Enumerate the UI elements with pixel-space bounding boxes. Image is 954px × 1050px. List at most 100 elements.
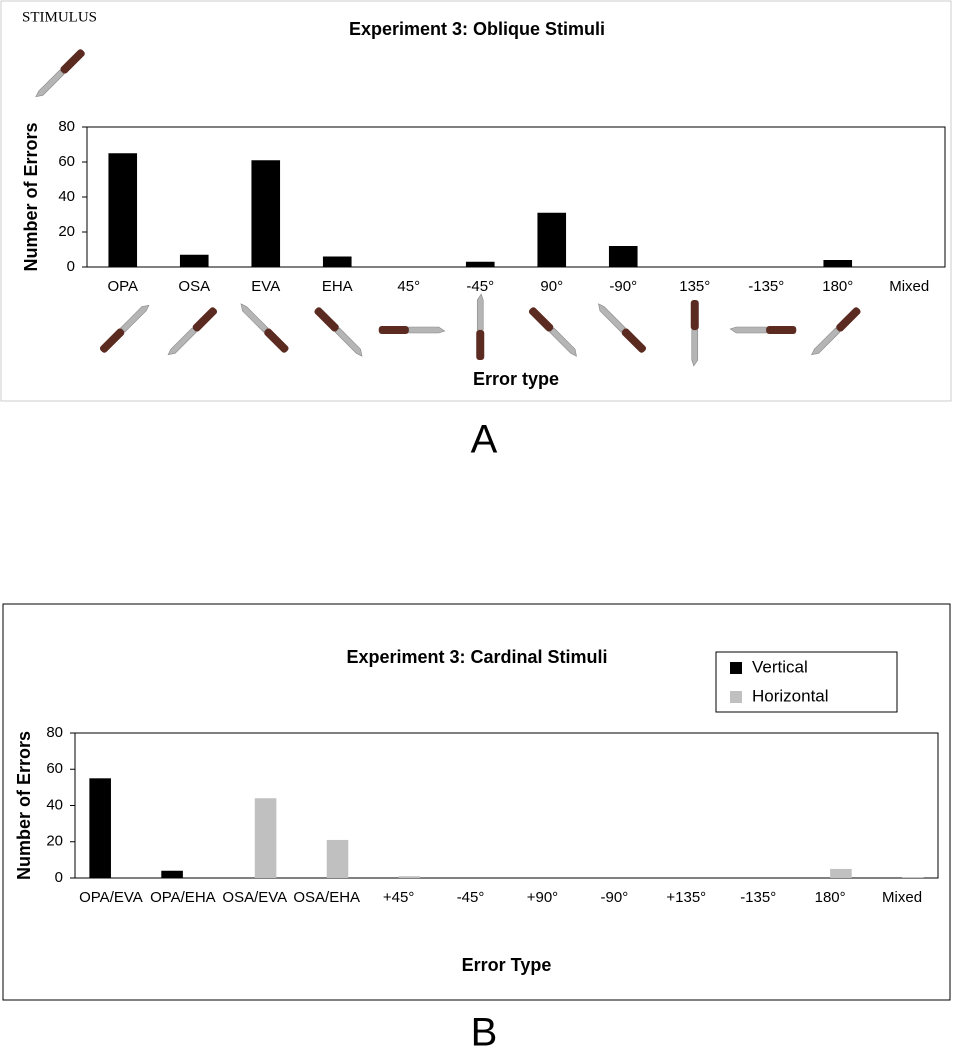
knife-blade [598, 303, 626, 333]
knife-icon [729, 326, 797, 334]
y-tick-label: 20 [58, 223, 75, 240]
y-tick-label: 80 [46, 724, 63, 741]
y-tick-label: 40 [46, 796, 63, 813]
legend-frame [715, 651, 898, 713]
y-axis-label: Number of Errors [21, 122, 41, 271]
knife-blade [729, 326, 767, 334]
x-axis-label: Error Type [462, 955, 552, 975]
panel-label: B [471, 1011, 498, 1050]
bar [823, 260, 853, 267]
knife-blade [691, 329, 699, 367]
x-tick-label: -45° [457, 889, 485, 906]
x-tick-label: 180° [822, 278, 853, 295]
knife-blade [476, 293, 484, 331]
bar [537, 212, 567, 267]
knife-icon [240, 303, 289, 353]
knife-blade [408, 326, 446, 334]
knife-blade [334, 327, 363, 357]
plot-frame [74, 732, 939, 879]
bar [254, 798, 277, 878]
x-tick-label: -135° [748, 278, 784, 295]
knife-blade [811, 327, 841, 356]
knife-icon [314, 307, 363, 357]
knife-blade [240, 303, 269, 333]
bar [326, 839, 349, 878]
knife-icon [476, 293, 485, 360]
knife-handle [836, 307, 861, 332]
x-tick-label: OSA [178, 278, 210, 295]
knife-blade [549, 327, 577, 357]
x-tick-label: Mixed [882, 889, 922, 906]
knife-icon [598, 303, 647, 353]
knife-blade [167, 327, 197, 356]
bar [108, 153, 138, 267]
knife-icon [378, 326, 446, 334]
knife-handle [766, 326, 797, 334]
x-tick-label: 45° [397, 278, 420, 295]
knife-handle [528, 307, 554, 332]
bar [398, 876, 421, 878]
x-tick-label: 180° [815, 889, 846, 906]
knife-handle [60, 49, 85, 74]
bar [179, 254, 209, 267]
knife-icon [811, 307, 861, 356]
x-tick-label: OSA/EVA [222, 889, 287, 906]
bar [89, 778, 111, 878]
x-tick-label: OPA/EVA [79, 889, 143, 906]
x-tick-label: -90° [601, 889, 629, 906]
knife-icon [35, 49, 85, 98]
y-tick-label: 80 [58, 118, 75, 135]
x-tick-label: -90° [609, 278, 637, 295]
knife-blade [35, 69, 65, 98]
bar [608, 246, 638, 267]
legend-swatch [730, 691, 742, 703]
bar [161, 870, 183, 878]
legend-swatch [730, 662, 742, 674]
x-tick-label: 90° [540, 278, 563, 295]
x-tick-label: -45° [466, 278, 494, 295]
panel-frame [2, 603, 951, 1001]
knife-icon [690, 300, 699, 367]
plot-frame [86, 126, 946, 268]
bar [830, 868, 852, 878]
x-tick-label: Mixed [889, 278, 929, 295]
x-axis-label: Error type [473, 369, 559, 389]
knife-handle [690, 300, 699, 330]
bar [322, 256, 352, 267]
knife-handle [621, 328, 647, 353]
knife-handle [378, 326, 409, 334]
knife-handle [314, 307, 339, 332]
x-tick-label: OPA/EHA [150, 889, 216, 906]
panel-label: A [471, 418, 498, 462]
knife-handle [264, 328, 289, 353]
y-tick-label: 0 [55, 869, 63, 886]
chart-title: Experiment 3: Oblique Stimuli [349, 19, 605, 39]
y-axis-label: Number of Errors [14, 731, 34, 880]
knife-blade [120, 304, 150, 333]
x-tick-label: +135° [666, 889, 706, 906]
x-tick-label: EHA [322, 278, 353, 295]
knife-handle [192, 307, 218, 332]
knife-icon [167, 307, 218, 356]
bar [465, 261, 495, 267]
knife-handle [99, 328, 125, 353]
x-tick-label: +90° [527, 889, 558, 906]
knife-icon [99, 304, 150, 353]
legend-label: Horizontal [752, 686, 829, 705]
y-tick-label: 40 [58, 188, 75, 205]
panel-frame [0, 0, 952, 402]
bar [902, 877, 924, 878]
x-tick-label: -135° [740, 889, 776, 906]
x-tick-label: +45° [383, 889, 414, 906]
annotation: STIMULUS [22, 9, 97, 25]
bar [251, 160, 281, 267]
y-tick-label: 20 [46, 833, 63, 850]
x-tick-label: OPA [107, 278, 138, 295]
x-tick-label: OSA/EHA [293, 889, 360, 906]
y-tick-label: 60 [58, 153, 75, 170]
x-tick-label: 135° [679, 278, 710, 295]
y-tick-label: 60 [46, 760, 63, 777]
knife-icon [528, 307, 577, 357]
legend-label: Vertical [752, 657, 808, 676]
